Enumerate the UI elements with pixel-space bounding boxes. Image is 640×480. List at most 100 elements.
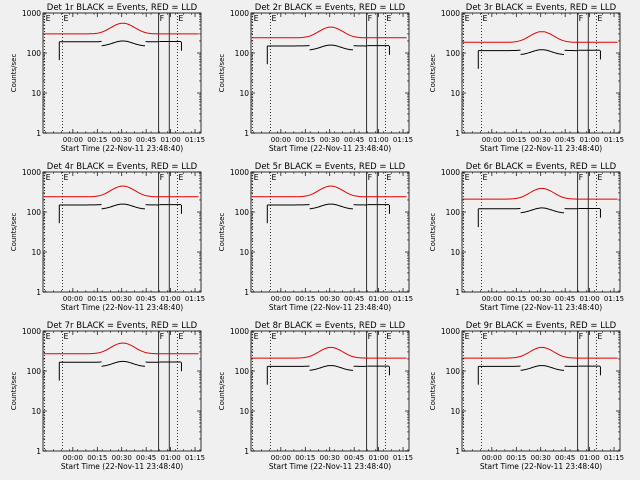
y-tick-label: 100	[27, 367, 42, 376]
x-tick-label: 00:00	[271, 454, 291, 462]
y-tick-label: 1	[244, 129, 249, 138]
marker-label: F	[579, 14, 584, 23]
marker-label: E	[465, 332, 470, 341]
x-tick-label: 01:15	[185, 454, 205, 462]
x-axis-label: Start Time (22-Nov-11 23:48:40)	[480, 144, 602, 153]
x-axis-label: Start Time (22-Nov-11 23:48:40)	[61, 303, 183, 312]
marker-label: F	[160, 173, 165, 182]
x-tick-label: 01:15	[393, 454, 413, 462]
y-axis-label: Counts/sec	[429, 54, 437, 93]
panel-9: Det 9r BLACK = Events, RED = LLD 1 10 100 10…	[429, 321, 624, 471]
panel-title: Det 2r BLACK = Events, RED = LLD	[255, 3, 406, 13]
y-tick-label: 100	[235, 367, 250, 376]
panel-title: Det 6r BLACK = Events, RED = LLD	[466, 162, 617, 172]
series-events	[520, 49, 565, 56]
x-axis-label: Start Time (22-Nov-11 23:48:40)	[61, 144, 183, 153]
x-tick-label: 01:00	[579, 136, 599, 144]
marker-label: F	[368, 173, 373, 182]
y-axis-label: Counts/sec	[429, 213, 437, 252]
x-tick-label: 00:30	[320, 136, 340, 144]
series-events	[101, 40, 146, 47]
y-axis-label: Counts/sec	[10, 54, 18, 93]
y-tick-label: 10	[239, 248, 249, 257]
marker-label: E	[386, 173, 391, 182]
panel-5: Det 5r BLACK = Events, RED = LLD 1 10 100 10…	[218, 162, 413, 312]
series-events	[101, 203, 146, 210]
panel-3: Det 3r BLACK = Events, RED = LLD 1 10 100 10…	[429, 3, 624, 153]
marker-label: E	[272, 332, 277, 341]
y-tick-label: 1000	[230, 327, 249, 336]
x-tick-label: 00:30	[112, 454, 132, 462]
x-tick-label: 00:15	[87, 454, 107, 462]
series-lld	[462, 346, 618, 359]
x-tick-label: 00:45	[555, 454, 575, 462]
panel-8: Det 8r BLACK = Events, RED = LLD 1 10 100 10…	[218, 321, 413, 471]
x-tick-label: 00:00	[63, 136, 83, 144]
y-axis-label: Counts/sec	[10, 372, 18, 411]
marker-label: E	[178, 14, 183, 23]
x-tick-label: 00:15	[506, 454, 526, 462]
y-axis-label: Counts/sec	[218, 372, 226, 411]
x-tick-label: 00:30	[531, 136, 551, 144]
y-tick-label: 10	[450, 407, 460, 416]
y-tick-label: 1000	[22, 9, 41, 18]
series-lld	[462, 187, 618, 200]
panel-title: Det 3r BLACK = Events, RED = LLD	[466, 3, 617, 13]
series-events	[59, 204, 102, 206]
x-tick-label: 00:45	[344, 454, 364, 462]
x-tick-label: 00:45	[344, 136, 364, 144]
x-tick-label: 01:15	[604, 295, 624, 303]
x-tick-label: 00:30	[112, 136, 132, 144]
x-tick-label: 00:15	[87, 295, 107, 303]
panel-title: Det 4r BLACK = Events, RED = LLD	[47, 162, 198, 172]
x-tick-label: 00:30	[320, 454, 340, 462]
x-tick-label: 00:00	[482, 136, 502, 144]
x-tick-label: 00:30	[112, 295, 132, 303]
marker-label: E	[64, 332, 69, 341]
marker-label: E	[64, 173, 69, 182]
marker-label: E	[465, 14, 470, 23]
y-tick-label: 1000	[22, 327, 41, 336]
marker-label: E	[178, 332, 183, 341]
x-tick-label: 00:15	[295, 136, 315, 144]
marker-label: E	[254, 173, 259, 182]
x-axis-label: Start Time (22-Nov-11 23:48:40)	[269, 144, 391, 153]
y-tick-label: 1000	[230, 9, 249, 18]
marker-label: E	[254, 332, 259, 341]
series-events	[267, 45, 310, 47]
x-tick-label: 00:00	[271, 295, 291, 303]
series-events	[101, 360, 146, 367]
marker-label: E	[46, 332, 51, 341]
y-tick-label: 100	[446, 49, 461, 58]
y-tick-label: 1	[455, 447, 460, 456]
panel-title: Det 5r BLACK = Events, RED = LLD	[255, 162, 406, 172]
panel-7: Det 7r BLACK = Events, RED = LLD 1 10 100 10…	[10, 321, 205, 471]
marker-label: E	[386, 14, 391, 23]
series-lld	[251, 346, 407, 359]
x-tick-label: 01:15	[393, 295, 413, 303]
x-tick-label: 01:00	[579, 295, 599, 303]
x-tick-label: 00:15	[87, 136, 107, 144]
marker-label: E	[178, 173, 183, 182]
x-tick-label: 00:45	[344, 295, 364, 303]
y-tick-label: 1	[36, 288, 41, 297]
x-tick-label: 00:15	[295, 454, 315, 462]
y-axis-label: Counts/sec	[429, 372, 437, 411]
x-tick-label: 01:15	[393, 136, 413, 144]
panel-2: Det 2r BLACK = Events, RED = LLD 1 10 100 10…	[218, 3, 413, 153]
series-events	[309, 44, 354, 51]
y-tick-label: 1000	[441, 327, 460, 336]
x-tick-label: 00:15	[295, 295, 315, 303]
marker-label: E	[597, 14, 602, 23]
marker-label: E	[272, 173, 277, 182]
x-tick-label: 00:15	[506, 295, 526, 303]
x-tick-label: 00:30	[531, 295, 551, 303]
y-tick-label: 10	[31, 248, 41, 257]
y-tick-label: 1	[455, 288, 460, 297]
y-tick-label: 1	[244, 447, 249, 456]
marker-label: E	[46, 14, 51, 23]
y-tick-label: 1	[455, 129, 460, 138]
x-tick-label: 00:45	[136, 295, 156, 303]
marker-label: E	[597, 173, 602, 182]
marker-label: E	[272, 14, 277, 23]
